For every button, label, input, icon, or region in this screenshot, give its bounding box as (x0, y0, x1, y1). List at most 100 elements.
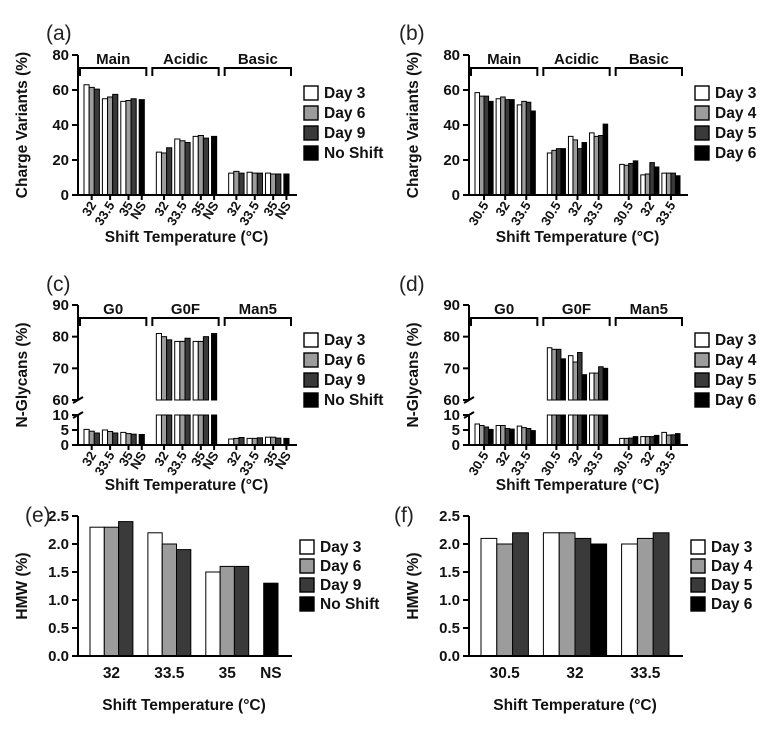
x-tick-label: 33.5 (164, 449, 190, 478)
bar-d-G0F-32-4 (581, 374, 588, 401)
x-tick-label: 30.5 (610, 199, 636, 228)
labels-layer: 3233.535NSG03233.535NSG0F3233.535NSMan50… (14, 273, 294, 494)
y-tick-label: 80 (443, 329, 460, 346)
bar-c-G0F-33.5-2 (179, 340, 186, 401)
bar-d-Man5-33.5-3 (670, 434, 676, 446)
y-axis-title: N-Glycans (%) (14, 322, 31, 427)
panel-a: 32 33.5 35 NS Main 32 33.5 35 NS Acidic 32 33.5 35 NS… (0, 0, 391, 247)
bar-b-Main-32-4 (509, 99, 515, 196)
panel-b: 30.5 32 33.5 Main 30.5 32 33.5 Acidic 30.5 32 33.5… (391, 0, 783, 247)
x-tick-label: NS (272, 448, 294, 472)
bar-c-G0F-33.5-3-lower (184, 414, 191, 446)
y-axis-title: HMW (%) (405, 552, 422, 619)
y-tick-label: 80 (52, 47, 69, 64)
panel-c-chart: 3233.535NSG03233.535NSG0F3233.535NSMan50… (14, 273, 383, 494)
bar-d-Man5-32-4 (653, 434, 660, 446)
bar-f-grp-30.5-2 (496, 543, 514, 657)
legend-label: Day 4 (715, 352, 757, 369)
legend-label: Day 5 (711, 577, 753, 594)
bar-c-G0F-33.5-1-lower (174, 414, 181, 446)
legend-swatch-day-3 (694, 332, 710, 348)
axes-layer (463, 304, 688, 450)
legend-label: Day 6 (711, 596, 753, 613)
group-bracket-G0F (151, 317, 220, 326)
group-label: G0 (103, 301, 123, 318)
panel-letter: (c) (46, 273, 71, 296)
y-tick-label: 0.0 (48, 648, 69, 665)
y-tick-label: 1.5 (48, 564, 69, 581)
x-axis-title: Shift Temperature (°C) (105, 229, 269, 246)
bar-d-G0F-30.5-1 (546, 347, 553, 401)
y-tick-label: 80 (52, 329, 69, 346)
bar-f-grp-33.5-2 (636, 537, 654, 657)
bar-c-G0-32-3 (93, 432, 100, 446)
bar-d-G0F-33.5-2-lower (593, 414, 600, 446)
bar-d-G0-32-2 (500, 425, 506, 446)
x-tick-label: 35 (188, 199, 208, 219)
group-label: Basic (629, 51, 669, 68)
x-tick-label: 32 (224, 199, 244, 219)
x-tick-label: 33.5 (580, 449, 606, 478)
y-tick-label: 40 (52, 117, 69, 134)
x-tick-label: 33.5 (508, 449, 534, 478)
bar-d-Man5-32-2 (644, 436, 651, 446)
bar-f-grp-30.5-1 (480, 537, 498, 657)
y-tick-label: 10 (443, 407, 460, 424)
bar-f-grp-32-1 (542, 532, 560, 657)
bar-a-Acidic-35-2 (197, 135, 204, 196)
legend-label: No Shift (324, 145, 383, 162)
x-tick-label: NS (127, 198, 149, 222)
x-tick-label: 32 (79, 199, 99, 219)
x-tick-label: 33.5 (652, 199, 678, 228)
panel-letter: (a) (46, 22, 72, 45)
group-label: Main (487, 51, 521, 68)
axes-layer (463, 54, 688, 200)
bar-b-Basic-30.5-1 (619, 163, 625, 196)
x-tick-label: 32 (103, 665, 120, 682)
group-label: Acidic (163, 51, 208, 68)
legend-swatch-day-3 (303, 332, 319, 348)
bar-a-Main-32-3 (93, 88, 100, 196)
x-tick-label: 32 (151, 199, 171, 219)
labels-layer: 32 33.5 35 NS 0.0 0.5 1.0 1.5 2.0 2.5 HMW (%) Shift… (14, 504, 282, 714)
x-tick-label: 35 (219, 665, 237, 682)
bar-b-Acidic-30.5-1 (546, 152, 553, 196)
bar-a-Acidic-33.5-3 (184, 142, 191, 196)
bar-b-Basic-33.5-4 (674, 175, 681, 196)
bar-a-Basic-32-3 (238, 172, 245, 196)
bar-c-G0-35-3 (130, 433, 137, 446)
bar-d-G0-33.5-3 (525, 428, 532, 446)
x-tick-label: 33.5 (92, 449, 118, 478)
bar-c-G0F-32-2-lower (160, 414, 168, 446)
x-tick-label: 30.5 (465, 199, 491, 228)
bar-b-Basic-32-4 (653, 166, 660, 196)
panel-e-chart: 32 33.5 35 NS 0.0 0.5 1.0 1.5 2.0 2.5 HMW (%) Shift… (14, 504, 379, 714)
legend: Day 3 Day 6 Day 9 No Shift (303, 85, 383, 162)
bar-b-Main-30.5-4 (488, 100, 494, 196)
panel-letter: (f) (394, 504, 414, 527)
bar-c-G0-35-2 (125, 433, 132, 446)
bar-d-G0F-32-2-lower (572, 414, 579, 446)
bar-c-Man5-35-2 (270, 436, 277, 446)
group-bracket-Man5 (614, 317, 683, 326)
bar-d-G0F-33.5-4 (602, 367, 609, 401)
bar-d-G0F-33.5-2 (593, 372, 600, 401)
bar-c-G0F-NS-4-lower (211, 414, 218, 446)
bar-a-Basic-33.5-1 (246, 171, 253, 196)
group-bracket-Man5 (223, 317, 292, 326)
bar-a-Acidic-35-3 (202, 137, 210, 196)
bar-a-Main-33.5-2 (107, 96, 114, 196)
bar-a-Acidic-33.5-2 (179, 140, 186, 196)
bar-e-grp-33.5-2 (161, 543, 177, 657)
panel-d: 30.5 32 33.5 G0 30.5 32 33.5 G0F 30.5 32 33.5 Man5 0… (391, 247, 783, 494)
bars-layer (480, 532, 670, 657)
bar-d-G0F-32-1 (567, 355, 574, 401)
bar-b-Basic-33.5-3 (670, 172, 676, 196)
bar-b-Acidic-33.5-3 (598, 135, 604, 196)
bar-d-G0-30.5-4 (488, 428, 494, 446)
y-axis-title: Charge Variants (%) (14, 52, 31, 198)
y-tick-label: 20 (443, 152, 460, 169)
bar-a-Main-NS-4 (138, 99, 145, 196)
legend-swatch-day-9 (303, 125, 319, 141)
